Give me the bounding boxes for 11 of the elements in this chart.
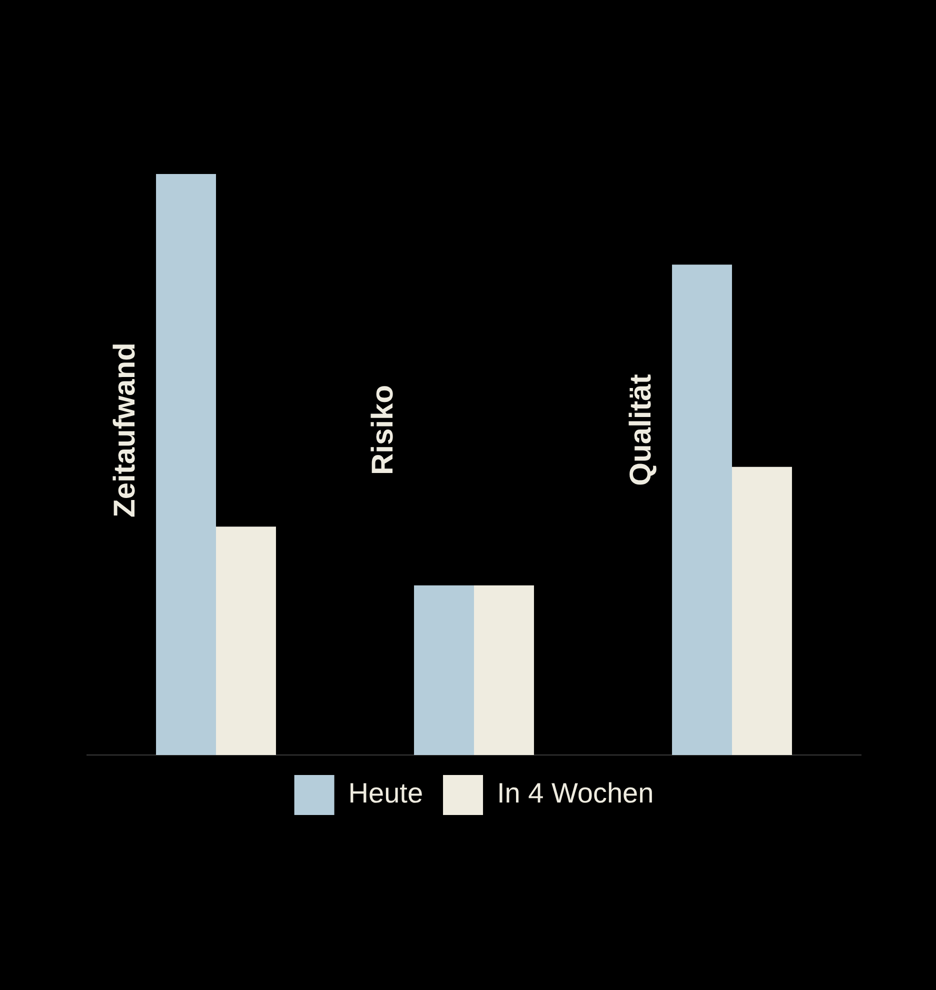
bar: [672, 264, 732, 755]
bar: [156, 174, 216, 755]
x-tick-label: Qualität: [624, 374, 658, 486]
bar: [474, 585, 534, 755]
bar: [732, 466, 792, 755]
legend-label: Heute: [348, 778, 424, 809]
x-tick-label: Zeitaufwand: [108, 342, 142, 518]
legend-label: In 4 Wochen: [497, 778, 654, 809]
bar: [216, 526, 276, 755]
bar: [414, 585, 474, 755]
x-tick-label: Risiko: [366, 384, 400, 476]
